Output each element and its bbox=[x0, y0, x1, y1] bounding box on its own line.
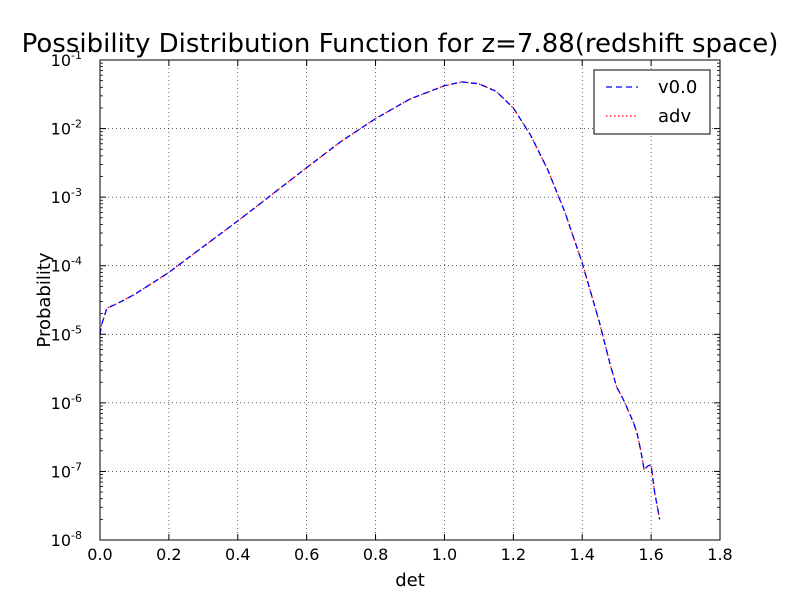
x-tick-label: 0.0 bbox=[87, 545, 112, 564]
legend: v0.0 adv bbox=[593, 69, 711, 135]
x-tick-labels: 0.0 0.2 0.4 0.6 0.8 1.0 1.2 1.4 1.6 1.8 bbox=[87, 545, 732, 564]
x-tick-label: 0.4 bbox=[225, 545, 250, 564]
plot-frame bbox=[99, 59, 721, 541]
x-tick-label: 0.6 bbox=[294, 545, 319, 564]
x-tick-label: 1.4 bbox=[569, 545, 594, 564]
legend-label: v0.0 bbox=[658, 77, 697, 98]
y-axis-label: Probability bbox=[34, 252, 55, 347]
x-tick-label: 1.0 bbox=[432, 545, 457, 564]
x-tick-label: 0.8 bbox=[363, 545, 388, 564]
x-tick-label: 1.6 bbox=[638, 545, 663, 564]
legend-entries: v0.0 adv bbox=[606, 77, 697, 127]
x-axis-label: det bbox=[395, 570, 425, 591]
legend-box bbox=[593, 69, 711, 135]
legend-label: adv bbox=[658, 106, 691, 127]
chart-title: Possibility Distribution Function for z=… bbox=[22, 29, 779, 59]
series-line-v0-0 bbox=[99, 81, 661, 520]
x-tick-label: 1.2 bbox=[501, 545, 526, 564]
series-lines bbox=[99, 81, 661, 520]
x-tick-label: 0.2 bbox=[156, 545, 181, 564]
x-tick-label: 1.8 bbox=[707, 545, 732, 564]
axis-ticks bbox=[99, 59, 721, 541]
